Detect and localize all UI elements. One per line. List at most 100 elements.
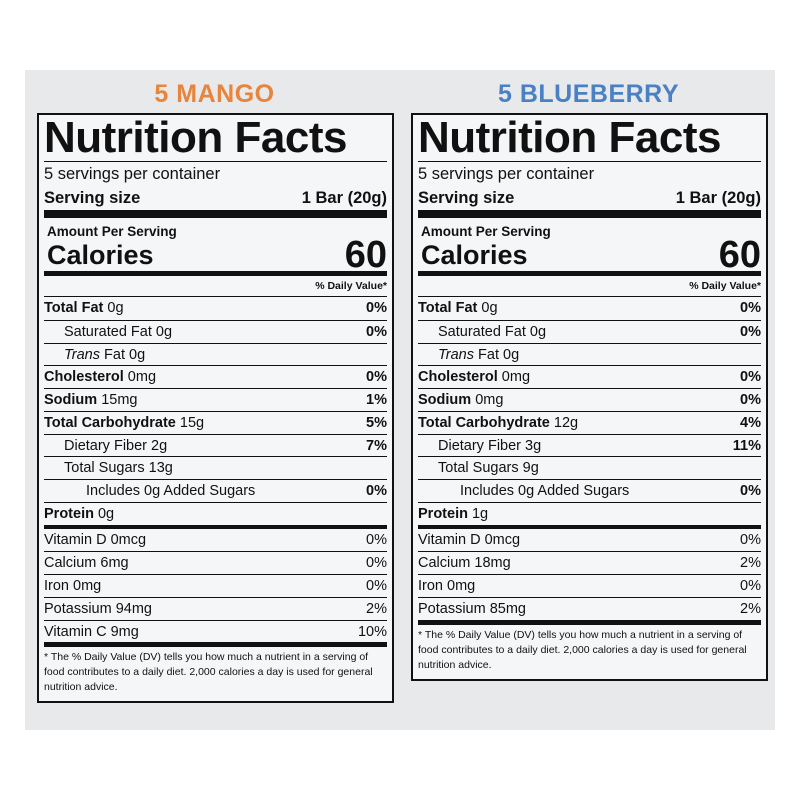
nutrient-dv: 4% <box>740 414 761 431</box>
nutrient-dv: 0% <box>740 392 761 408</box>
nutrient-dv: 0% <box>366 369 387 386</box>
nutrient-name: Total Carbohydrate 15g <box>44 412 204 434</box>
label-title: Nutrition Facts <box>44 115 387 162</box>
nutrient-name: Total Sugars 9g <box>418 457 539 479</box>
vitamin-name: Vitamin D 0mcg <box>44 531 147 548</box>
vitamin-row: Calcium 6mg 0% <box>44 551 387 574</box>
nutrient-row: Cholesterol 0mg 0% <box>44 365 387 388</box>
nutrient-amount: 0g <box>107 300 124 316</box>
nutrient-dv: 0% <box>366 300 387 316</box>
serving-size-label: Serving size <box>44 189 141 207</box>
nutrient-amount: 0mg <box>475 392 504 408</box>
dv-header: % Daily Value* <box>418 276 761 297</box>
vitamin-dv: 2% <box>740 555 761 572</box>
calories-label: Calories <box>421 240 528 270</box>
vitamin-name: Vitamin C 9mg <box>44 623 139 640</box>
vitamin-name: Calcium 18mg <box>418 555 511 572</box>
vitamin-name: Iron 0mg <box>418 578 476 594</box>
calories-row: Calories 60 <box>44 236 387 274</box>
serving-size-value: 1 Bar (20g) <box>675 189 761 207</box>
nutrient-name: Protein 1g <box>418 503 488 525</box>
vitamin-row: Vitamin D 0mcg 0% <box>44 529 387 552</box>
nutrient-amount: 3g <box>525 437 542 454</box>
servings: 5 servings per container <box>44 165 221 183</box>
nutrient-label: Saturated Fat <box>438 323 526 340</box>
panel-heading: 5 BLUEBERRY <box>498 80 679 108</box>
vitamin-row: Vitamin C 9mg 10% <box>44 619 387 643</box>
vitamin-dv: 0% <box>740 578 761 594</box>
nutrient-dv: 0% <box>740 300 761 316</box>
vitamin-row: Vitamin D 0mcg 0% <box>418 529 761 552</box>
vitamin-row: Calcium 18mg 2% <box>418 551 761 574</box>
vitamin-name: Iron 0mg <box>44 578 102 594</box>
nutrient-label: Total Fat <box>418 300 478 316</box>
vitamin-dv: 2% <box>366 600 387 617</box>
nutrient-label: Total Sugars <box>64 460 145 477</box>
nutrient-row: Dietary Fiber 2g 7% <box>44 433 387 457</box>
nutrient-row: Sodium 15mg 1% <box>44 388 387 411</box>
nutrition-label: Nutrition Facts 5 servings per container S… <box>411 113 768 681</box>
nutrient-row: Total Sugars 9g <box>418 456 761 479</box>
nutrient-name: Sodium 15mg <box>44 389 137 411</box>
vitamin-dv: 10% <box>357 623 387 640</box>
nutrient-amount: 15mg <box>101 392 138 408</box>
nutrient-row: Dietary Fiber 3g 11% <box>418 433 761 457</box>
panel-heading: 5 MANGO <box>154 80 275 108</box>
nutrient-name: Total Carbohydrate 12g <box>418 412 578 434</box>
nutrient-name: Sodium 0mg <box>418 389 503 411</box>
vitamin-section: Vitamin D 0mcg 0% Calcium 18mg 2% Iron 0mg 0%… <box>418 524 761 620</box>
vitamin-dv: 0% <box>366 578 387 594</box>
calories-row: Calories 60 <box>418 236 761 274</box>
nutrient-label: Cholesterol <box>44 369 124 386</box>
vitamin-dv: 0% <box>366 555 387 572</box>
nutrient-amount: 0g <box>503 346 520 363</box>
nutrient-label: Cholesterol <box>418 369 498 386</box>
nutrient-name: Total Fat 0g <box>44 297 124 320</box>
vitamin-row: Potassium 85mg 2% <box>418 596 761 620</box>
serving-size: Serving size 1 Bar (20g) <box>44 186 387 210</box>
nutrient-dv: 0% <box>366 323 387 340</box>
nutrient-label: Includes 0g Added Sugars <box>86 483 256 499</box>
nutrient-dv: 11% <box>732 437 761 454</box>
nutrient-row: Saturated Fat 0g 0% <box>44 319 387 343</box>
nutrient-name: Dietary Fiber 2g <box>44 435 167 457</box>
nutrient-label: Total Carbohydrate <box>44 414 176 431</box>
nutrient-name-italic: Trans <box>438 346 474 363</box>
vitamin-row: Iron 0mg 0% <box>44 574 387 597</box>
serving-size: Serving size 1 Bar (20g) <box>418 186 761 210</box>
nutrient-name: Total Sugars 13g <box>44 457 173 479</box>
vitamin-dv: 2% <box>740 600 761 617</box>
footnote: * The % Daily Value (DV) tells you how m… <box>418 628 747 671</box>
nutrient-label: Dietary Fiber <box>64 437 147 454</box>
servings: 5 servings per container <box>418 165 595 183</box>
vitamin-name: Calcium 6mg <box>44 555 129 572</box>
nutrient-label: Total Sugars <box>438 460 519 477</box>
nutrient-row: Protein 1g <box>418 501 761 525</box>
nutrient-name: Saturated Fat 0g <box>418 321 546 343</box>
nutrient-name: Dietary Fiber 3g <box>418 435 541 457</box>
nutrient-row: Trans Fat 0g <box>418 342 761 366</box>
nutrient-name: Includes 0g Added Sugars <box>418 480 629 502</box>
nutrient-dv: 0% <box>740 369 761 386</box>
nutrient-row: Total Carbohydrate 15g 5% <box>44 410 387 434</box>
thick-bar <box>44 210 387 218</box>
amount-per-serving: Amount Per Serving <box>421 224 551 239</box>
nutrient-label: Fat <box>478 346 499 363</box>
nutrient-label: Sodium <box>44 392 98 408</box>
nutrient-amount: 0mg <box>501 369 531 386</box>
nutrient-dv: 5% <box>366 414 387 431</box>
label-title: Nutrition Facts <box>418 115 761 162</box>
dv-header: % Daily Value* <box>44 276 387 297</box>
nutrient-label: Fat <box>104 346 125 363</box>
nutrient-row: Sodium 0mg 0% <box>418 388 761 411</box>
nutrient-amount: 1g <box>471 505 489 522</box>
nutrient-dv: 0% <box>366 483 387 499</box>
nutrient-row: Trans Fat 0g <box>44 342 387 366</box>
thick-bar <box>418 210 761 218</box>
nutrient-amount: 2g <box>151 437 168 454</box>
nutrient-amount: 0g <box>155 323 173 340</box>
nutrient-amount: 0g <box>97 505 115 522</box>
nutrient-dv: 0% <box>740 483 761 499</box>
nutrient-row: Includes 0g Added Sugars 0% <box>418 479 761 502</box>
